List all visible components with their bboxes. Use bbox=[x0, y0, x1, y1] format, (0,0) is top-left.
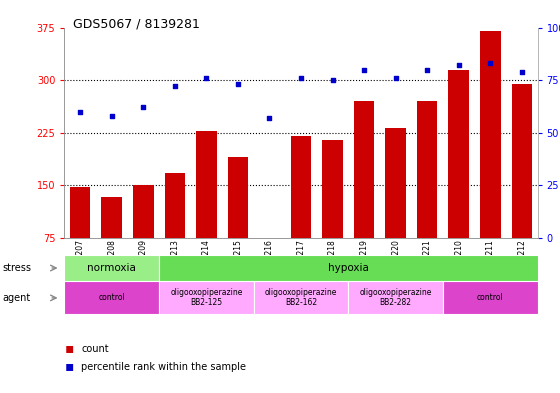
Bar bbox=[254, 281, 348, 314]
Bar bbox=[449, 70, 469, 238]
Bar bbox=[165, 173, 185, 238]
Bar bbox=[354, 101, 374, 238]
Point bbox=[170, 83, 179, 90]
Point bbox=[139, 104, 148, 110]
Text: count: count bbox=[81, 344, 109, 354]
Bar bbox=[196, 130, 217, 238]
Point bbox=[234, 81, 242, 87]
Point bbox=[297, 75, 306, 81]
Bar bbox=[443, 281, 538, 314]
Point bbox=[517, 68, 526, 75]
Bar bbox=[133, 185, 153, 238]
Text: normoxia: normoxia bbox=[87, 263, 136, 273]
Point bbox=[360, 66, 368, 73]
Point bbox=[76, 108, 85, 115]
Text: hypoxia: hypoxia bbox=[328, 263, 368, 273]
Bar bbox=[348, 281, 443, 314]
Text: ▪: ▪ bbox=[64, 341, 74, 355]
Bar bbox=[101, 197, 122, 238]
Point bbox=[265, 115, 274, 121]
Point bbox=[454, 62, 463, 68]
Bar bbox=[323, 140, 343, 238]
Text: oligooxopiperazine
BB2-282: oligooxopiperazine BB2-282 bbox=[360, 288, 432, 307]
Text: percentile rank within the sample: percentile rank within the sample bbox=[81, 362, 246, 373]
Bar bbox=[228, 157, 248, 238]
Text: oligooxopiperazine
BB2-125: oligooxopiperazine BB2-125 bbox=[170, 288, 242, 307]
Point bbox=[108, 113, 116, 119]
Text: control: control bbox=[477, 293, 503, 302]
Text: GDS5067 / 8139281: GDS5067 / 8139281 bbox=[73, 18, 200, 31]
Point bbox=[202, 75, 211, 81]
Bar bbox=[480, 31, 501, 238]
Bar bbox=[385, 128, 406, 238]
Bar bbox=[417, 101, 437, 238]
Bar bbox=[64, 281, 159, 314]
Bar bbox=[70, 187, 90, 238]
Text: oligooxopiperazine
BB2-162: oligooxopiperazine BB2-162 bbox=[265, 288, 337, 307]
Bar bbox=[291, 136, 311, 238]
Point bbox=[423, 66, 432, 73]
Bar bbox=[159, 255, 538, 281]
Bar bbox=[512, 84, 532, 238]
Bar bbox=[159, 281, 254, 314]
Text: agent: agent bbox=[3, 293, 31, 303]
Point bbox=[328, 77, 337, 83]
Text: ▪: ▪ bbox=[64, 359, 74, 373]
Point bbox=[391, 75, 400, 81]
Text: control: control bbox=[99, 293, 125, 302]
Point bbox=[486, 60, 495, 66]
Bar bbox=[64, 255, 159, 281]
Text: stress: stress bbox=[3, 263, 32, 273]
